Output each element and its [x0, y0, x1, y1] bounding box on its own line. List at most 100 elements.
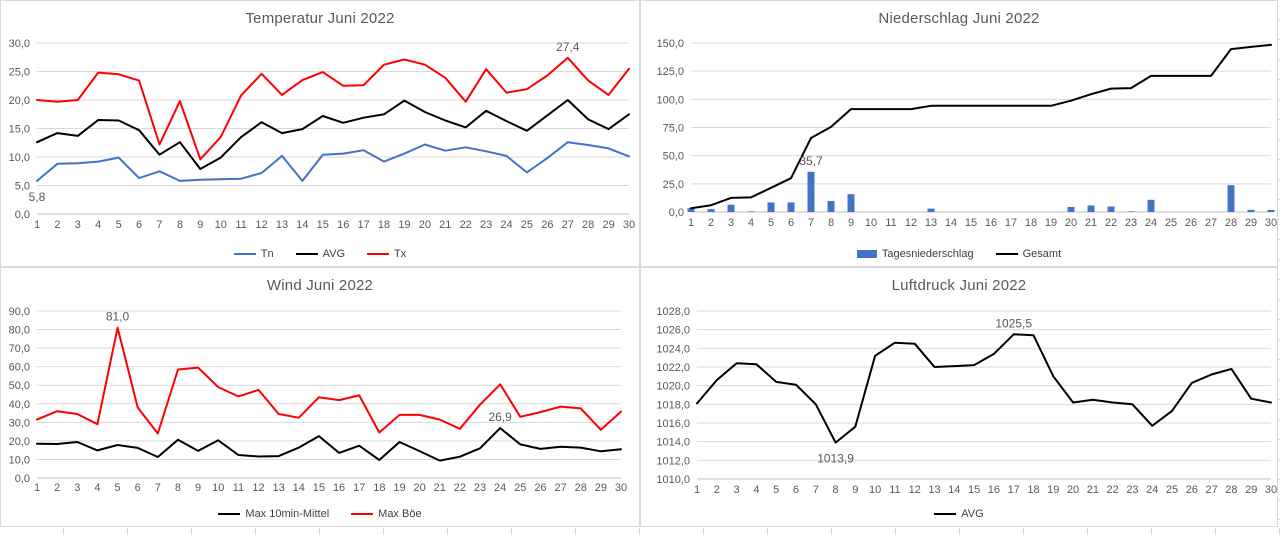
- wind-chart-panel[interactable]: 0,0 10,0 20,0 30,0 40,0 50,0 60,0 70,0 80,0 90,0 1…: [0, 267, 640, 527]
- pressure-chart-panel[interactable]: 1010,0 1012,0 1014,0 1016,0 1018,0 1020,0 1022…: [640, 267, 1278, 527]
- x-tick-label: 17: [1008, 484, 1020, 496]
- x-tick-label: 21: [1087, 484, 1099, 496]
- x-tick-label: 11: [889, 484, 900, 496]
- x-tick-label: 18: [1025, 217, 1037, 229]
- x-tick-label: 4: [94, 482, 100, 494]
- x-tick-label: 2: [714, 484, 720, 496]
- x-tick-label: 14: [296, 219, 308, 231]
- x-tick-label: 14: [293, 482, 305, 494]
- legend-label: Tagesniederschlag: [881, 248, 974, 260]
- legend-line-icon: [934, 512, 957, 516]
- x-tick-label: 12: [905, 217, 917, 229]
- y-tick-label: 1028,0: [656, 306, 690, 318]
- x-tick-label: 23: [480, 219, 492, 231]
- x-tick-label: 25: [521, 219, 533, 231]
- data-label: 35,7: [799, 154, 823, 168]
- precipitation-legend: Tagesniederschlag Gesamt: [641, 248, 1277, 260]
- x-tick-label: 2: [54, 219, 60, 231]
- wind-plot: 0,0 10,0 20,0 30,0 40,0 50,0 60,0 70,0 80,0 90,0 1…: [9, 306, 628, 494]
- x-tick-label: 26: [1185, 217, 1197, 229]
- y-tick-label: 20,0: [9, 95, 30, 107]
- x-tick-label: 22: [454, 482, 466, 494]
- legend-line-icon: [995, 252, 1018, 256]
- y-tick-label: 1010,0: [656, 474, 690, 486]
- data-label: 27,4: [556, 40, 580, 54]
- legend-line-icon: [295, 252, 318, 256]
- y-tick-label: 30,0: [9, 417, 30, 429]
- y-tick-label: 50,0: [9, 380, 30, 392]
- y-tick-label: 60,0: [9, 362, 30, 374]
- x-tick-label: 28: [1225, 484, 1237, 496]
- data-label: 1025,5: [995, 316, 1032, 330]
- x-tick-label: 7: [808, 217, 814, 229]
- x-tick-label: 17: [353, 482, 365, 494]
- x-tick-label: 27: [1205, 217, 1217, 229]
- x-tick-label: 27: [562, 219, 574, 231]
- x-tick-label: 24: [494, 482, 506, 494]
- y-tick-label: 0,0: [15, 209, 30, 221]
- x-tick-label: 21: [434, 482, 446, 494]
- x-tick-label: 8: [832, 484, 838, 496]
- y-tick-label: 50,0: [663, 151, 684, 163]
- temperature-chart-panel[interactable]: 0,0 5,0 10,0 15,0 20,0 25,0 30,0 1 2 3 4 5 6 7 8 9 10 11 1…: [0, 0, 640, 267]
- legend-label: Tx: [394, 248, 407, 260]
- x-tick-label: 15: [968, 484, 980, 496]
- y-tick-label: 10,0: [9, 454, 30, 466]
- x-tick-label: 11: [233, 482, 244, 494]
- temperatur-line-1: [36, 99, 630, 170]
- x-tick-label: 30: [1265, 484, 1277, 496]
- y-tick-label: 1024,0: [656, 343, 690, 355]
- x-tick-label: 16: [337, 219, 349, 231]
- legend-item-tx: Tx: [367, 248, 406, 260]
- x-tick-label: 5: [114, 482, 120, 494]
- data-label: 5,8: [29, 190, 46, 204]
- data-label: 26,9: [488, 410, 512, 424]
- x-tick-label: 26: [1186, 484, 1198, 496]
- x-tick-label: 3: [75, 219, 81, 231]
- x-tick-label: 27: [554, 482, 566, 494]
- x-tick-label: 3: [728, 217, 734, 229]
- x-tick-label: 22: [1105, 217, 1117, 229]
- legend-label: Tn: [260, 248, 274, 260]
- x-tick-label: 8: [828, 217, 834, 229]
- y-tick-label: 5,0: [15, 181, 30, 193]
- x-tick-label: 20: [1067, 484, 1079, 496]
- legend-item-max-10min-mittel: Max 10min-Mittel: [218, 508, 329, 520]
- x-tick-label: 26: [534, 482, 546, 494]
- x-tick-label: 19: [398, 219, 410, 231]
- x-tick-label: 15: [965, 217, 977, 229]
- y-tick-label: 70,0: [9, 343, 30, 355]
- x-tick-label: 30: [623, 219, 635, 231]
- y-tick-label: 90,0: [9, 306, 30, 318]
- y-tick-label: 1020,0: [656, 381, 690, 393]
- data-label: 1013,9: [817, 452, 854, 466]
- temperatur-gridlines: 0,0 5,0 10,0 15,0 20,0 25,0 30,0: [9, 38, 629, 221]
- luftdruck-line-0: [696, 333, 1272, 444]
- x-tick-label: 10: [212, 482, 224, 494]
- x-tick-label: 13: [925, 217, 937, 229]
- x-tick-label: 3: [74, 482, 80, 494]
- legend-item-max-b-e: Max Böe: [351, 508, 422, 520]
- temperature-legend: Tn AVG Tx: [1, 248, 639, 260]
- y-tick-label: 0,0: [669, 207, 684, 219]
- x-tick-label: 1: [34, 482, 40, 494]
- x-tick-label: 4: [95, 219, 101, 231]
- legend-line-icon: [233, 252, 256, 256]
- x-tick-label: 4: [748, 217, 754, 229]
- legend-item-tagesniederschlag: Tagesniederschlag: [856, 248, 974, 260]
- x-tick-label: 2: [708, 217, 714, 229]
- x-tick-label: 1: [34, 219, 40, 231]
- x-tick-label: 29: [1245, 217, 1257, 229]
- temperature-chart-title: Temperatur Juni 2022: [245, 10, 395, 27]
- x-tick-label: 9: [197, 219, 203, 231]
- precipitation-chart-panel[interactable]: 0,0 25,0 50,0 75,0 100,0 125,0 150,0 1 2 3 4 5 6 7 8 9 1…: [640, 0, 1278, 267]
- legend-item-gesamt: Gesamt: [995, 248, 1061, 260]
- x-tick-label: 12: [252, 482, 264, 494]
- y-tick-label: 30,0: [9, 38, 30, 50]
- y-tick-label: 100,0: [656, 94, 684, 106]
- x-tick-label: 2: [54, 482, 60, 494]
- x-tick-label: 16: [988, 484, 1000, 496]
- x-tick-label: 29: [1245, 484, 1257, 496]
- legend-line-icon: [218, 512, 241, 516]
